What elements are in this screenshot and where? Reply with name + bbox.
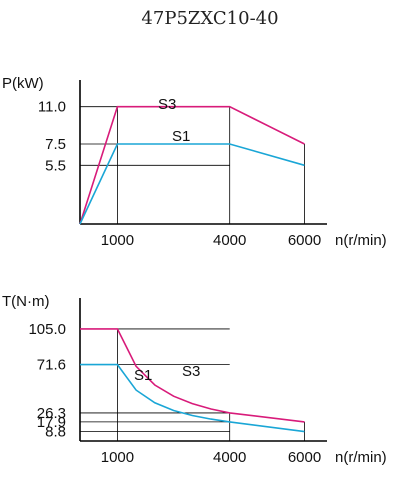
c0-xtick-label-1: 4000 — [213, 232, 246, 249]
c1-series-s1-label: S1 — [134, 367, 152, 384]
c1-ytick-label-2: 26.3 — [37, 405, 66, 422]
c1-y-axis-label: T(N·m) — [2, 293, 49, 310]
c0-ytick-label-0: 11.0 — [38, 99, 66, 116]
chart-title: 47P5ZXC10-40 — [141, 8, 279, 29]
c0-y-axis-label: P(kW) — [2, 75, 44, 92]
c1-ytick-label-3: 17.9 — [37, 414, 66, 431]
c1-series-s1-line — [80, 363, 305, 433]
c0-series-s3-label: S3 — [158, 96, 176, 113]
c0-series-s1-label: S1 — [172, 128, 190, 145]
c0-series-s1-line — [79, 143, 305, 225]
c1-ytick-label-1: 71.6 — [37, 357, 66, 374]
c0-xtick-label-0: 1000 — [101, 232, 134, 249]
c0-x-axis-label: n(r/min) — [335, 232, 387, 249]
c1-ytick-label-4: 8.8 — [45, 424, 66, 441]
c0-series-s3-line — [79, 105, 305, 225]
c1-series-s3-line — [80, 328, 305, 423]
c1-x-axis-label: n(r/min) — [335, 449, 387, 466]
c1-ytick-label-0: 105.0 — [28, 321, 66, 338]
c1-xtick-label-0: 1000 — [101, 449, 134, 466]
c1-series-s3-label: S3 — [182, 363, 200, 380]
c0-ytick-label-1: 7.5 — [45, 136, 66, 153]
c1-xtick-label-2: 6000 — [288, 449, 321, 466]
c0-ytick-label-2: 5.5 — [45, 157, 66, 174]
c0-xtick-label-2: 6000 — [288, 232, 321, 249]
c1-xtick-label-1: 4000 — [213, 449, 246, 466]
